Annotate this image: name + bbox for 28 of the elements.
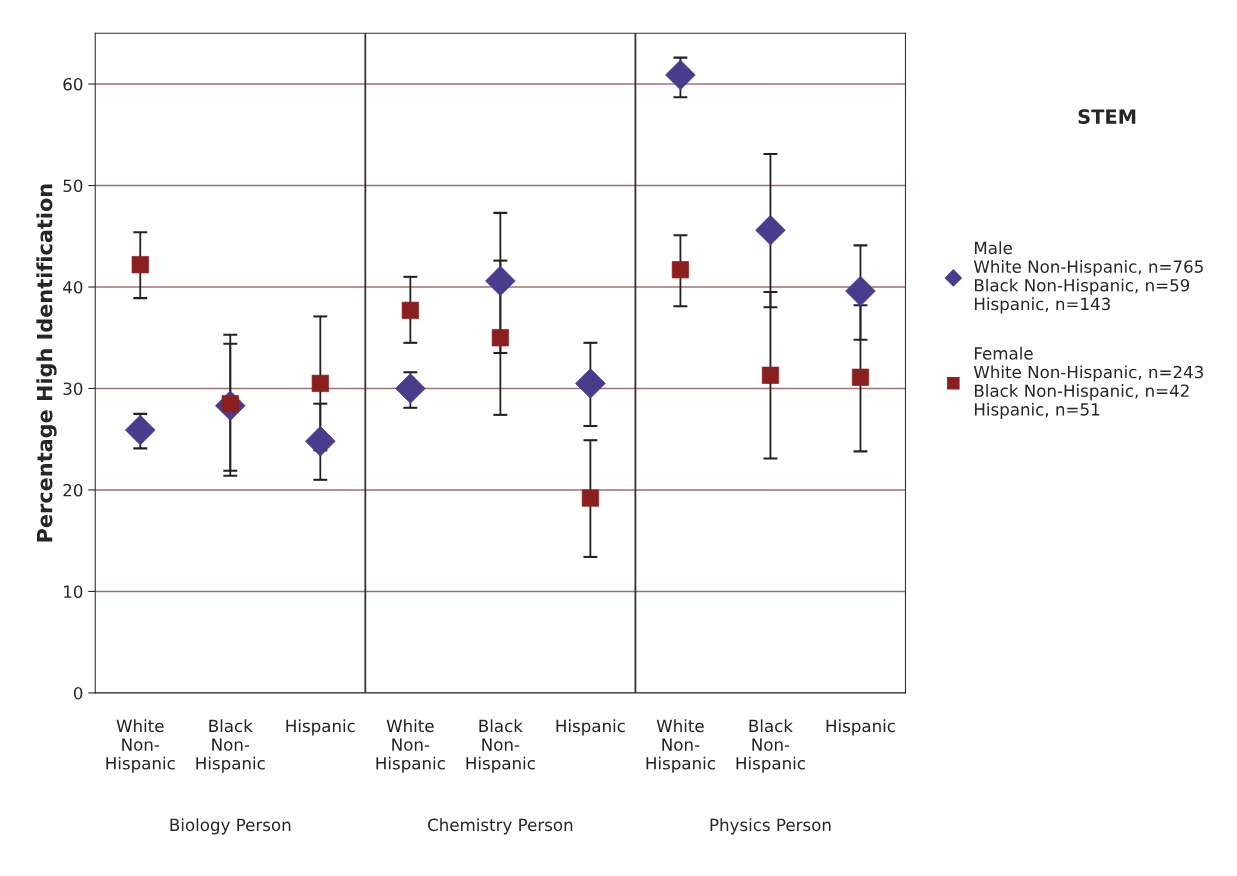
point: [125, 414, 156, 446]
y-tick-label: 60: [63, 77, 83, 91]
y-tick-label: 20: [63, 483, 83, 497]
point: [305, 426, 336, 457]
y-tick-label: 0: [73, 686, 83, 700]
y-tick-label: 40: [63, 280, 83, 294]
text: Biology Person: [170, 818, 291, 835]
point: [665, 59, 696, 91]
x-tick-label: Black Non-Hispanic: [466, 719, 535, 773]
y-tick-label: 30: [63, 382, 83, 396]
x-tick-label: Black Non-Hispanic: [196, 719, 265, 773]
legend-label: Female White Non-Hispanic, n=243 Black Non-Hispanic, n=42 Hispanic, n=51: [973, 346, 1203, 419]
text: Chemistry Person: [428, 818, 573, 835]
x-tick-label: Black Non-Hispanic: [736, 719, 805, 773]
text: Physics Person: [710, 818, 831, 835]
x-tick-label: White Non-Hispanic: [106, 719, 175, 773]
y-axis-title: Percentage High Identification: [36, 184, 57, 542]
point: [575, 368, 606, 399]
x-tick-label: White Non-Hispanic: [376, 719, 445, 773]
x-tick-label: Hispanic: [286, 719, 355, 736]
x-tick-label: Hispanic: [826, 719, 895, 736]
x-tick-label: Hispanic: [556, 719, 625, 736]
legend-label: Male White Non-Hispanic, n=765 Black Non-Hispanic, n=59 Hispanic, n=143: [973, 241, 1203, 314]
text: STEM: [1078, 109, 1136, 124]
point: [845, 275, 876, 307]
y-tick-label: 10: [64, 585, 83, 598]
y-tick-label: 50: [63, 179, 83, 193]
x-tick-label: White Non-Hispanic: [646, 719, 715, 773]
